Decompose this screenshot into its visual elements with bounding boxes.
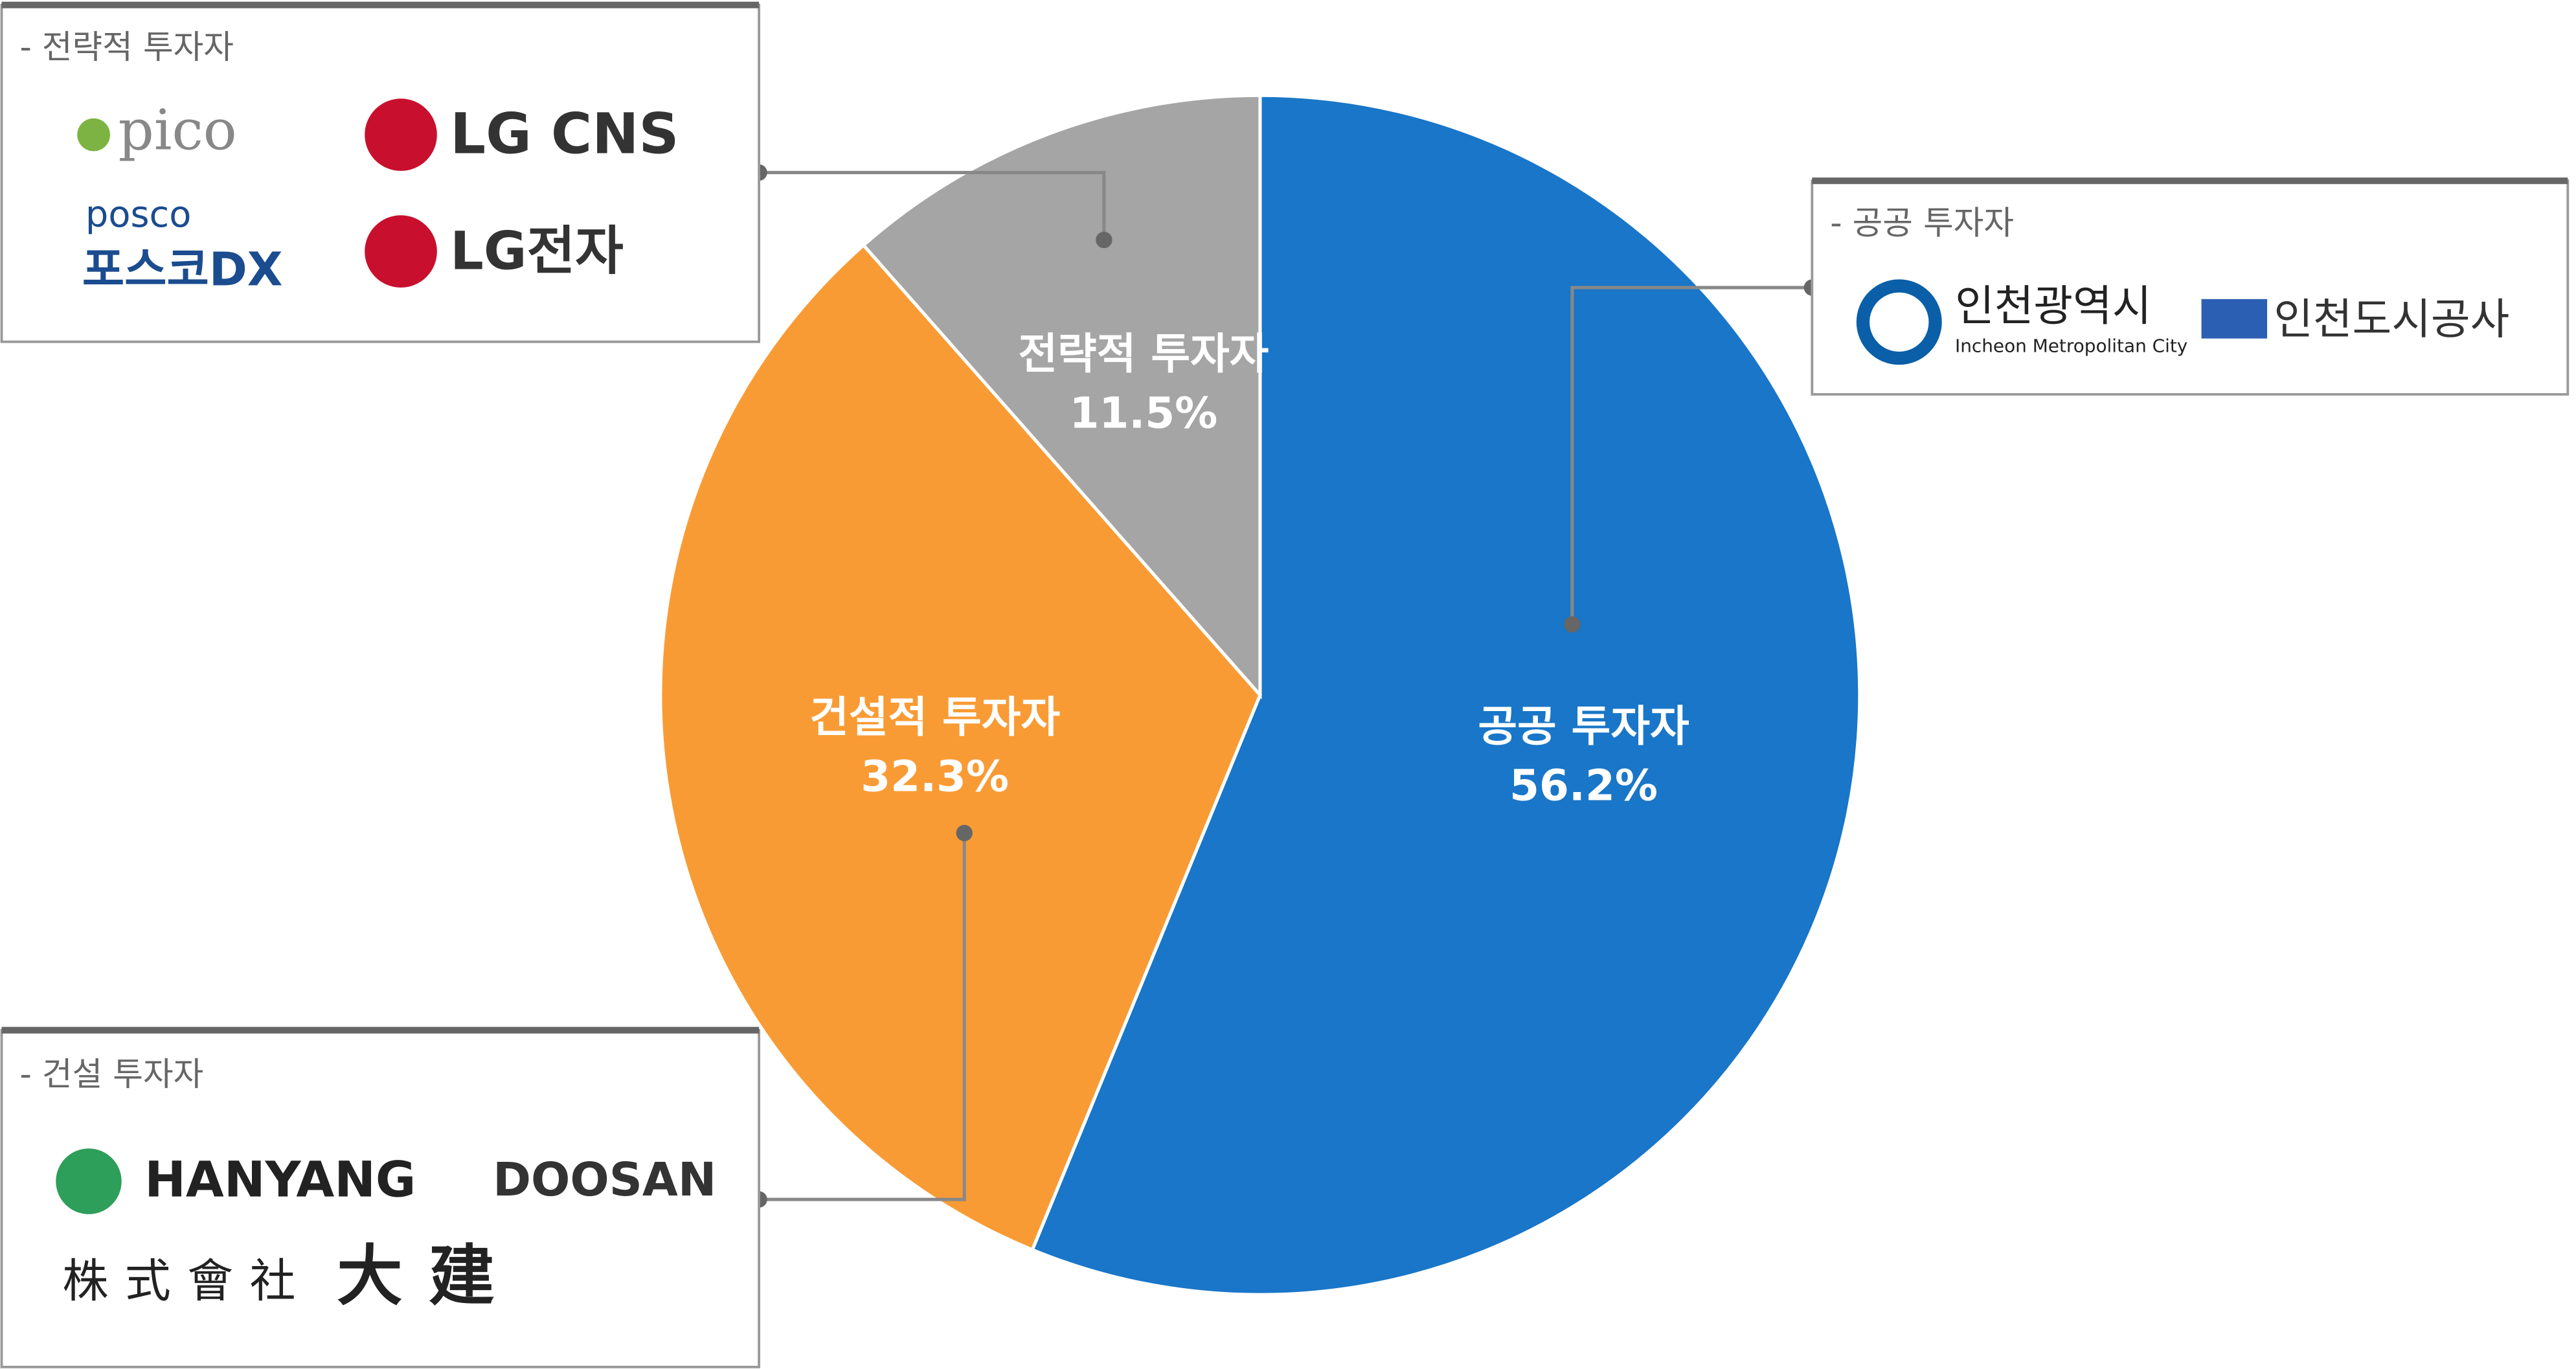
callout-title: - 건설 투자자: [19, 1055, 203, 1093]
pie-slice: [1030, 93, 1862, 1297]
logo: 포스코DX: [82, 243, 283, 297]
logo: DOOSAN: [493, 1153, 716, 1207]
slice-value: 11.5%: [1069, 389, 1217, 438]
box-frame: [1811, 179, 2570, 396]
callout-title: - 전략적 투자자: [19, 28, 234, 66]
slice-value: 32.3%: [861, 751, 1009, 801]
slice-category: 전략적 투자자: [1018, 329, 1269, 379]
logo: 인천도시공사: [2274, 294, 2509, 344]
slice-value: 56.2%: [1509, 761, 1658, 811]
logo-icon: [56, 1148, 122, 1214]
logo: LG CNS: [450, 102, 679, 167]
pie-slice: [861, 93, 1262, 699]
logo: Incheon Metropolitan City: [1955, 335, 2187, 356]
logo: 인천광역시: [1955, 281, 2151, 331]
leader-dot: [1564, 616, 1581, 633]
slice-category: 건설적 투자자: [809, 692, 1060, 742]
callout-box: - 건설 투자자 HANYANG DOOSAN 株式會社 大建: [0, 1026, 760, 1368]
pie-slice: [659, 243, 1262, 1252]
leader-dot: [956, 824, 973, 842]
leader-line: [1570, 286, 1813, 625]
pie: [659, 93, 1862, 1297]
leader-dot: [1096, 231, 1113, 249]
logo-icon: [2201, 299, 2268, 339]
logo: pico: [119, 98, 237, 163]
callout-box: - 공공 투자자 인천광역시 Incheon Metropolitan City…: [1811, 177, 2570, 396]
logo-icon: [77, 118, 110, 152]
logo-icon: [365, 98, 437, 171]
slice-labels: 공공 투자자 56.2% 건설적 투자자 32.3% 전략적 투자자 11.5%: [809, 329, 1689, 810]
leader-line: [759, 170, 1106, 240]
logo: 大建: [337, 1237, 521, 1314]
logo: posco: [85, 194, 191, 236]
slice-category: 공공 투자자: [1478, 701, 1689, 751]
logo: HANYANG: [144, 1151, 416, 1208]
callout-title: - 공공 투자자: [1830, 204, 2014, 242]
box-frame: [0, 3, 760, 343]
callout-box: - 전략적 투자자 pico LG CNS posco 포스코DX LG전자: [0, 1, 760, 343]
logo-icon: [1856, 279, 1942, 365]
leader-line: [759, 833, 966, 1201]
box-frame: [0, 1028, 760, 1368]
logo-icon: [365, 215, 437, 288]
logo: LG전자: [450, 221, 624, 282]
logo: 株式會社: [62, 1254, 312, 1308]
